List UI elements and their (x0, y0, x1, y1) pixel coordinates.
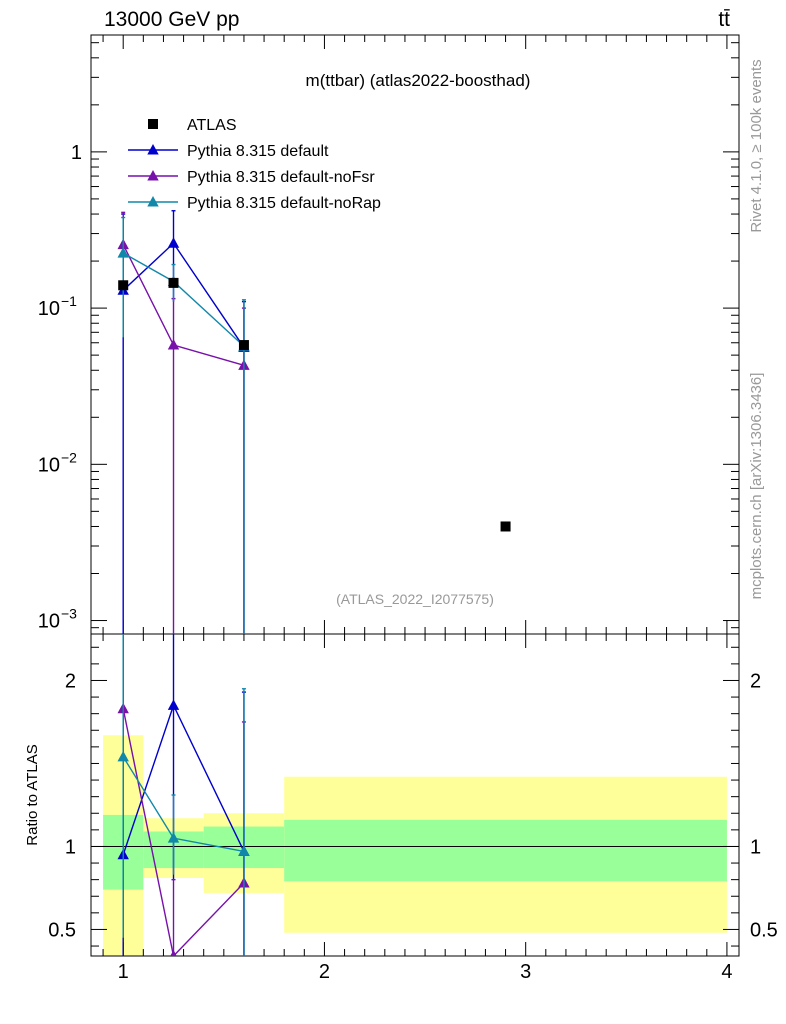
atlas-data-point (238, 340, 249, 351)
atlas-data-point (168, 277, 179, 288)
main-series-line (122, 252, 245, 347)
process-label: tt̄ (718, 8, 730, 31)
ratio-uncertainty-bands (103, 735, 727, 956)
ratio-series-group (117, 634, 250, 956)
ratio-x-tick-label: 2 (319, 961, 330, 983)
main-y-tick-label: 10 (38, 611, 60, 633)
ratio-x-tick-labels: 1 2 3 4 (118, 961, 733, 983)
main-series-marker (167, 339, 180, 350)
ratio-y-tick-label-right: 2 (750, 670, 761, 692)
main-series-group (117, 210, 511, 634)
main-y-tick-exponent: −3 (61, 606, 77, 622)
legend-marker (147, 170, 159, 181)
plot-title: m(ttbar) (atlas2022-boosthad) (306, 71, 531, 90)
ratio-y-tick-label: 2 (65, 670, 76, 692)
ratio-band-inner (284, 819, 727, 882)
main-y-tick-label: 1 (71, 142, 82, 164)
rivet-version-label: Rivet 4.1.0, ≥ 100k events (748, 59, 765, 232)
ratio-x-tick-label: 4 (721, 961, 732, 983)
main-y-tick-label: 10 (38, 454, 60, 476)
legend-label-atlas: ATLAS (187, 117, 237, 134)
ratio-y-tick-label: 1 (65, 836, 76, 858)
ratio-y-axis-label: Ratio to ATLAS (24, 744, 41, 845)
main-y-tick-labels: 110−110−210−3 (38, 142, 82, 633)
main-series-line (122, 242, 245, 348)
legend-atlas-marker (148, 119, 158, 129)
atlas-data-point (118, 280, 129, 291)
ratio-axis-ticks (91, 634, 739, 956)
legend: ATLAS Pythia 8.315 default Pythia 8.315 de… (128, 117, 381, 212)
main-series-marker (167, 237, 180, 248)
ratio-series-marker (117, 750, 129, 762)
ratio-y-tick-label: 0.5 (48, 919, 76, 941)
main-y-tick-exponent: −1 (61, 293, 77, 309)
atlas-data-point (500, 521, 511, 532)
ratio-series-marker (167, 699, 180, 710)
ratio-series-marker (238, 845, 250, 856)
legend-label: Pythia 8.315 default-noFsr (187, 169, 375, 186)
ratio-panel-frame (90, 633, 740, 957)
ratio-series-marker (167, 832, 180, 843)
analysis-watermark: (ATLAS_2022_I2077575) (336, 591, 494, 607)
ratio-y-tick-labels: 0.5 0.5 1 1 2 2 (48, 670, 778, 941)
legend-marker (147, 196, 159, 207)
legend-label: Pythia 8.315 default-noRap (187, 195, 381, 212)
ratio-x-tick-label: 3 (520, 961, 531, 983)
main-y-tick-exponent: −2 (61, 449, 77, 465)
legend-marker (147, 144, 159, 155)
main-y-tick-label: 10 (38, 298, 60, 320)
main-series-marker (117, 247, 129, 258)
main-axis-ticks (91, 35, 739, 634)
ratio-y-tick-label-right: 1 (750, 836, 761, 858)
ratio-y-tick-label-right: 0.5 (750, 919, 778, 941)
ratio-x-tick-label: 1 (118, 961, 129, 983)
ratio-series-marker (170, 950, 177, 956)
ratio-series-line (122, 708, 245, 956)
mcplots-reference-label: mcplots.cern.ch [arXiv:1306.3436] (748, 373, 765, 600)
energy-label: 13000 GeV pp (104, 8, 239, 31)
legend-label: Pythia 8.315 default (187, 143, 329, 160)
